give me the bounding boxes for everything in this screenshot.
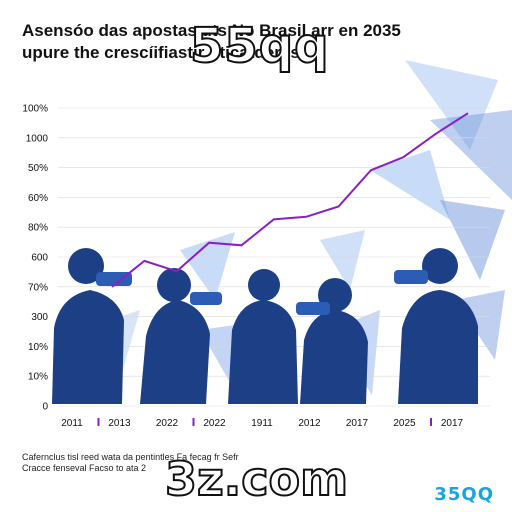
title-line-1: Asensóo das apostas uts No Brasil arr en… [22,21,401,40]
title-line-2: upure the crescíifiastir oticatderes [22,43,300,62]
y-tick-label: 300 [31,312,48,323]
x-axis-ticks: 2011 2013 2022 2022 1911 2012 2017 2025 2017 [61,418,464,429]
y-tick-label: 1000 [26,133,49,144]
y-tick-label: 80% [28,223,48,234]
y-tick-label: 0 [42,402,48,413]
y-tick-label: 600 [31,253,48,264]
x-tick-marker [430,418,432,426]
person-3 [228,269,298,404]
x-tick-label: 2011 [61,418,83,429]
series-line [111,112,469,288]
shard-2 [430,110,512,200]
x-tick-label: 2017 [346,418,369,429]
chart-title: Asensóo das apostas uts No Brasil arr en… [22,20,401,64]
y-tick-label: 100% [22,104,48,115]
x-tick-label: 2022 [156,418,179,429]
x-tick-label: 2012 [298,418,321,429]
shard-4 [440,200,505,280]
x-tick-label: 2022 [203,418,226,429]
y-tick-label: 10% [28,372,48,383]
y-tick-label: 10% [28,342,48,353]
footer-line-1: Cafernclus tisl reed wata da pentintles … [22,452,239,462]
person-1 [52,248,132,404]
x-tick-label: 2017 [441,418,464,429]
y-tick-label: 50% [28,163,48,174]
shard-1 [405,60,498,150]
x-tick-label: 2025 [393,418,416,429]
y-tick-label: 60% [28,193,48,204]
person-4 [296,278,368,404]
watermark-bottom: 3z.com [164,451,349,507]
x-tick-label: 1911 [251,418,273,429]
shard-5 [180,232,235,300]
footer-note: Cafernclus tisl reed wata da pentintles … [22,452,239,474]
shard-3 [370,150,450,220]
x-tick-label: 2013 [108,418,131,429]
y-tick-label: 70% [28,282,48,293]
brand-logo: 35QQ [434,484,494,505]
watermark-top: 55qq [189,17,330,75]
x-tick-marker [97,418,100,426]
silhouettes [52,248,478,404]
person-5 [394,248,478,404]
y-axis-ticks: 100% 1000 50% 60% 80% 600 70% 300 10% 10% 0 [22,104,48,413]
footer-line-2: Cracce fenseval Facso to ata 2 [22,463,147,473]
person-2 [140,268,222,404]
x-tick-marker [192,418,195,426]
shard-6 [320,230,365,290]
